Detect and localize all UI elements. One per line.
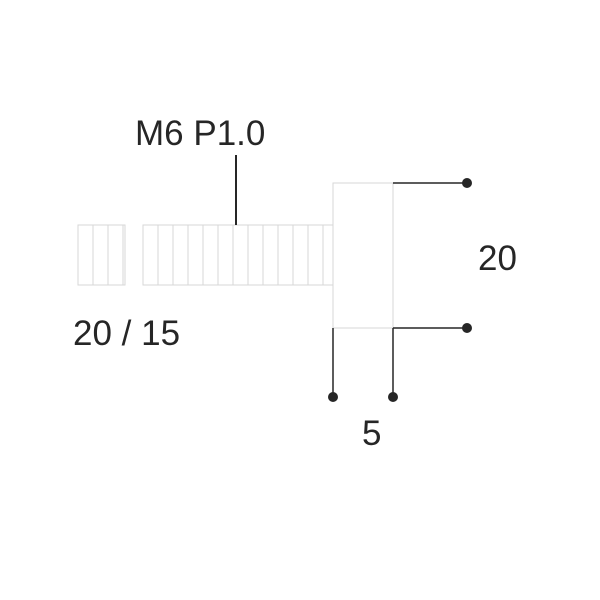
bolt-shaft-end — [78, 225, 125, 285]
bolt-head — [333, 183, 393, 328]
dimension-point — [462, 323, 472, 333]
label-head-thickness: 5 — [362, 414, 381, 453]
label-thread-spec: M6 P1.0 — [135, 114, 265, 153]
dimension-point — [328, 392, 338, 402]
dimension-point — [462, 178, 472, 188]
bolt-shaft-main — [143, 225, 333, 285]
thread-hatch — [93, 225, 123, 285]
thread-hatch — [158, 225, 323, 285]
dimension-point — [388, 392, 398, 402]
label-shaft-length-options: 20 / 15 — [73, 314, 180, 353]
label-head-height: 20 — [478, 239, 517, 278]
